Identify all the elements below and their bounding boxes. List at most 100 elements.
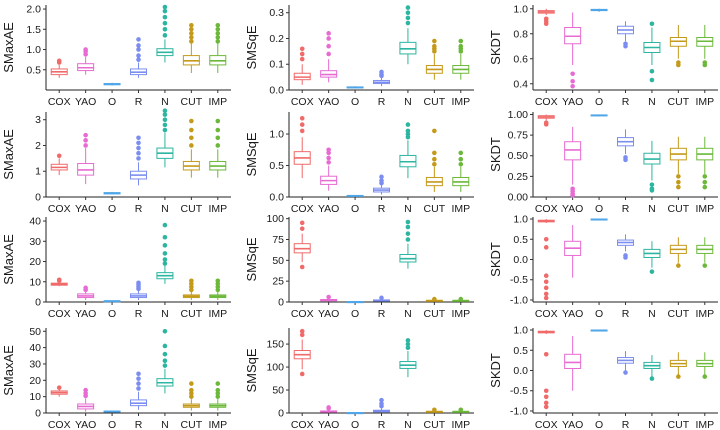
x-tick-label: COX xyxy=(535,96,558,108)
outlier-point xyxy=(326,405,331,410)
outlier-point xyxy=(83,391,88,396)
outlier-point xyxy=(326,147,331,153)
outlier-point xyxy=(570,78,575,84)
x-tick-label: YAO xyxy=(318,308,339,320)
outlier-point xyxy=(136,57,141,62)
y-tick-label: 1.0 xyxy=(513,325,528,337)
outlier-point xyxy=(215,26,221,32)
box-yao xyxy=(77,285,95,300)
box-cox xyxy=(50,385,68,397)
outlier-point xyxy=(56,58,62,64)
outlier-point xyxy=(215,387,221,393)
outlier-point xyxy=(405,338,411,343)
box-o xyxy=(590,114,608,117)
outlier-point xyxy=(432,128,437,134)
outlier-point xyxy=(702,374,708,379)
outlier-point xyxy=(432,156,437,162)
box-n xyxy=(643,355,661,381)
outlier-point xyxy=(83,138,88,143)
outlier-point xyxy=(299,128,305,134)
outlier-point xyxy=(189,278,194,284)
box-o xyxy=(346,194,364,197)
outlier-point xyxy=(649,188,655,193)
box-r xyxy=(373,174,390,195)
y-tick-label: 0.25 xyxy=(508,171,529,183)
outlier-point xyxy=(570,83,575,89)
outlier-point xyxy=(458,407,464,413)
box-imp xyxy=(696,237,714,268)
x-tick-label: O xyxy=(595,419,603,430)
y-tick-label: -0.5 xyxy=(510,385,528,397)
x-tick-label: R xyxy=(622,96,630,108)
outlier-point xyxy=(56,385,62,390)
box-cut xyxy=(669,25,687,68)
outlier-point xyxy=(432,38,437,44)
x-tick-label: COX xyxy=(48,203,71,215)
x-tick-label: CUT xyxy=(181,308,203,320)
outlier-point xyxy=(136,43,141,48)
x-tick-label: IMP xyxy=(451,203,470,215)
x-tick-label: N xyxy=(161,308,169,320)
outlier-point xyxy=(162,261,168,266)
y-tick-label: 1.00 xyxy=(508,109,529,121)
x-tick-label: YAO xyxy=(318,203,339,215)
box-cox xyxy=(293,220,311,270)
x-tick-label: COX xyxy=(48,96,71,108)
y-tick-label: 10 xyxy=(29,276,41,288)
x-tick-label: YAO xyxy=(562,96,583,108)
x-tick-label: R xyxy=(622,308,630,320)
outlier-point xyxy=(215,394,221,399)
box-imp xyxy=(452,296,470,302)
box-yao xyxy=(77,387,95,412)
y-tick-label: 75 xyxy=(272,234,284,246)
y-axis-label: SMSqE xyxy=(244,237,259,281)
x-tick-label: COX xyxy=(291,419,314,430)
outlier-point xyxy=(136,53,141,58)
outlier-point xyxy=(162,108,168,114)
outlier-point xyxy=(702,174,708,179)
x-tick-label: COX xyxy=(535,203,558,215)
box-o xyxy=(103,410,121,413)
box-yao xyxy=(77,132,95,185)
x-tick-label: R xyxy=(135,308,143,320)
outlier-point xyxy=(136,371,141,377)
box-imp xyxy=(696,136,714,190)
y-tick-label: 50 xyxy=(272,255,284,267)
boxplot-panel: SMaxAE 0.5 1.0 1.5 2.0 COX YAO O R N CUT IMP xyxy=(1,4,231,108)
box-n xyxy=(643,140,661,193)
outlier-point xyxy=(649,77,655,83)
y-tick-label: 40 xyxy=(29,342,41,354)
outlier-point xyxy=(432,161,437,167)
outlier-point xyxy=(649,269,655,274)
outlier-point xyxy=(136,376,141,381)
y-tick-label: 0.3 xyxy=(269,7,284,19)
x-tick-label: CUT xyxy=(424,96,446,108)
box-imp xyxy=(209,381,227,411)
y-tick-label: 1.0 xyxy=(269,129,284,141)
outlier-point xyxy=(676,263,681,268)
outlier-point xyxy=(215,31,221,36)
outlier-point xyxy=(543,404,549,410)
box-yao xyxy=(564,126,582,198)
outlier-point xyxy=(379,401,384,407)
box-o xyxy=(590,329,608,332)
box-r xyxy=(373,295,390,302)
y-tick-label: 0.00 xyxy=(508,192,529,204)
box-n xyxy=(399,219,417,269)
x-tick-label: R xyxy=(378,419,386,430)
outlier-point xyxy=(405,5,411,10)
outlier-point xyxy=(162,222,168,228)
outlier-point xyxy=(543,291,549,297)
outlier-point xyxy=(162,4,168,10)
outlier-point xyxy=(162,251,168,256)
x-tick-label: YAO xyxy=(562,308,583,320)
outlier-point xyxy=(162,117,168,123)
outlier-point xyxy=(326,160,331,165)
outlier-point xyxy=(702,184,708,190)
box-imp xyxy=(209,22,227,73)
y-tick-label: 0.5 xyxy=(269,160,284,172)
box-n xyxy=(156,222,174,284)
outlier-point xyxy=(458,156,464,162)
y-tick-label: 1.0 xyxy=(513,3,528,15)
y-tick-label: 0.5 xyxy=(26,64,41,76)
